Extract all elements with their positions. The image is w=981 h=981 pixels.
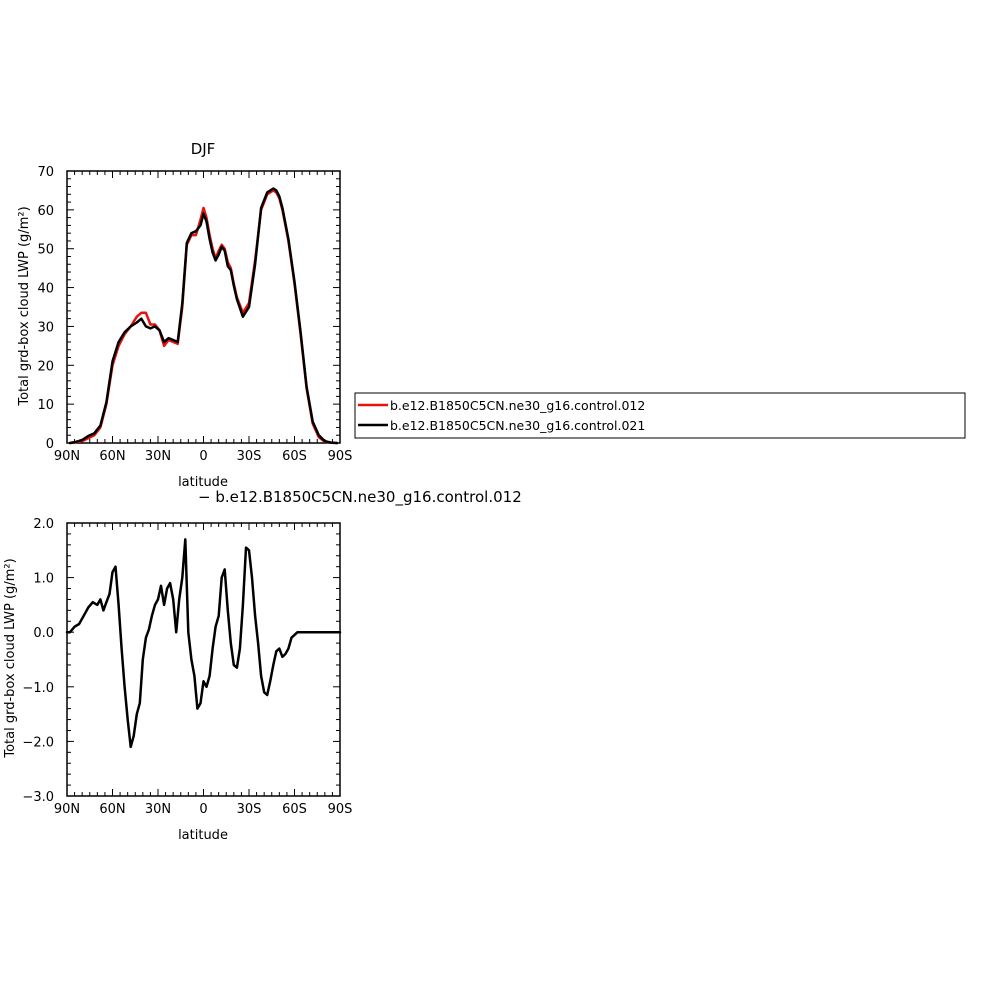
legend-label-series-012: b.e12.B1850C5CN.ne30_g16.control.012	[390, 398, 645, 413]
top-y-tick-label: 10	[37, 398, 54, 413]
top-y-axis-label: Total grd-box cloud LWP (g/m²)	[17, 206, 32, 406]
bottom-y-tick-label: 1.0	[33, 572, 54, 587]
top-y-tick-label: 50	[37, 243, 54, 258]
bottom-y-tick-label: 0.0	[33, 626, 54, 641]
top-x-tick-label: 60N	[99, 449, 125, 464]
top-x-tick-label: 60S	[282, 449, 307, 464]
top-x-tick-label: 90N	[54, 449, 80, 464]
top-chart-title: DJF	[191, 140, 216, 158]
bottom-y-axis-label: Total grd-box cloud LWP (g/m²)	[3, 558, 18, 758]
top-y-tick-label: 70	[37, 165, 54, 180]
bottom-chart-title: − b.e12.B1850C5CN.ne30_g16.control.012	[198, 488, 522, 507]
bottom-series-line-0	[65, 538, 342, 749]
top-y-tick-label: 30	[37, 320, 54, 335]
bottom-plot-area: 90N 60N 30N 0 30S 60S 90S 2.0 1.0 0.0 −1.0 −2.0 −3.0	[22, 517, 352, 817]
top-series-line-1	[68, 187, 339, 445]
bottom-y-tick-label: −2.0	[22, 735, 54, 750]
bottom-x-tick-label: 0	[199, 802, 207, 817]
legend: b.e12.B1850C5CN.ne30_g16.control.012 b.e…	[354, 392, 966, 439]
bottom-y-tick-label: 2.0	[33, 517, 54, 532]
bottom-x-axis-label: latitude	[178, 828, 228, 843]
bottom-x-tick-label: 90S	[328, 802, 353, 817]
bottom-x-tick-label: 60N	[99, 802, 125, 817]
bottom-x-tick-label: 90N	[54, 802, 80, 817]
top-y-tick-label: 40	[37, 282, 54, 297]
top-x-tick-label: 30N	[145, 449, 171, 464]
legend-label-series-021: b.e12.B1850C5CN.ne30_g16.control.021	[390, 418, 645, 433]
top-chart: DJF 90N 60N 30N 0 30S 60S 90S 0 10 20 30 40 50 60 70 l…	[17, 140, 352, 490]
bottom-x-tick-label: 30N	[145, 802, 171, 817]
top-y-tick-label: 60	[37, 204, 54, 219]
top-x-tick-label: 90S	[328, 449, 353, 464]
legend-box	[354, 392, 966, 439]
bottom-y-tick-label: −1.0	[22, 681, 54, 696]
top-plot-area: 90N 60N 30N 0 30S 60S 90S 0 10 20 30 40 50 60 70	[37, 165, 352, 464]
top-x-axis-label: latitude	[178, 475, 228, 490]
bottom-x-tick-label: 30S	[237, 802, 262, 817]
bottom-y-tick-label: −3.0	[22, 790, 54, 805]
top-y-tick-label: 0	[46, 437, 54, 452]
top-y-tick-label: 20	[37, 359, 54, 374]
bottom-chart: − b.e12.B1850C5CN.ne30_g16.control.012 9…	[3, 488, 522, 843]
bottom-x-tick-label: 60S	[282, 802, 307, 817]
top-x-tick-label: 0	[199, 449, 207, 464]
top-x-tick-label: 30S	[237, 449, 262, 464]
